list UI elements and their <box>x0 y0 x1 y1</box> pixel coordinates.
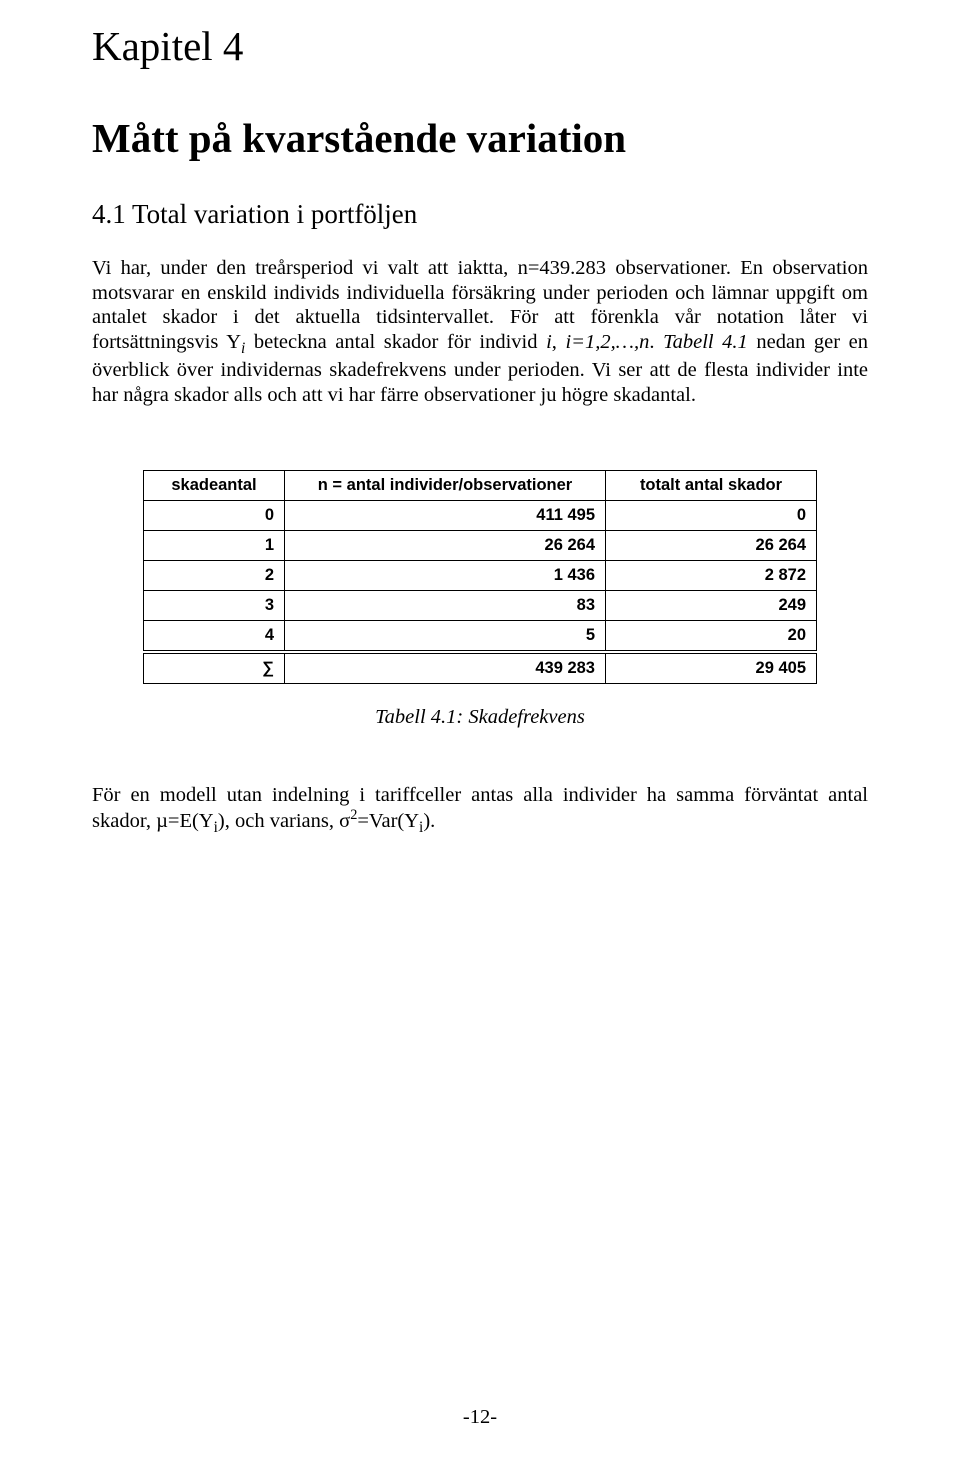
table-cell: 20 <box>606 620 817 652</box>
table-cell: 411 495 <box>285 500 606 530</box>
page-number: -12- <box>0 1406 960 1429</box>
table-cell: 29 405 <box>606 652 817 684</box>
table-cell: 5 <box>285 620 606 652</box>
table-row: 0 411 495 0 <box>144 500 817 530</box>
body-text: beteckna antal skador för individ <box>245 331 546 353</box>
table-header: totalt antal skador <box>606 470 817 500</box>
italic-tabell: Tabell 4.1 <box>663 331 748 353</box>
table-header: n = antal individer/observationer <box>285 470 606 500</box>
table-cell: 0 <box>606 500 817 530</box>
table-caption: Tabell 4.1: Skadefrekvens <box>92 706 868 729</box>
table-cell: 2 <box>144 560 285 590</box>
table-sum-row: ∑ 439 283 29 405 <box>144 652 817 684</box>
section-heading: 4.1 Total variation i portföljen <box>92 198 868 232</box>
body-text: ), och varians, σ <box>218 810 350 832</box>
table-row: 1 26 264 26 264 <box>144 530 817 560</box>
table-cell: 439 283 <box>285 652 606 684</box>
table-row: 4 5 20 <box>144 620 817 652</box>
body-paragraph-1: Vi har, under den treårsperiod vi valt a… <box>92 256 868 408</box>
body-text: För en modell utan indelning i tariffcel… <box>92 784 868 832</box>
body-text: . <box>649 331 663 353</box>
body-text: =Var(Y <box>357 810 419 832</box>
table-cell: 0 <box>144 500 285 530</box>
table-cell: 249 <box>606 590 817 620</box>
body-text: , <box>552 331 566 353</box>
page-title: Mått på kvarstående variation <box>92 115 868 162</box>
frequency-table: skadeantal n = antal individer/observati… <box>143 470 817 684</box>
table-cell: 26 264 <box>606 530 817 560</box>
table-cell: 2 872 <box>606 560 817 590</box>
table-row: 3 83 249 <box>144 590 817 620</box>
table-cell: 1 436 <box>285 560 606 590</box>
table-header: skadeantal <box>144 470 285 500</box>
document-page: Kapitel 4 Mått på kvarstående variation … <box>0 0 960 1459</box>
table-cell: 83 <box>285 590 606 620</box>
italic-range: i=1,2,…,n <box>565 331 649 353</box>
table-cell: 3 <box>144 590 285 620</box>
table-cell: 26 264 <box>285 530 606 560</box>
chapter-label: Kapitel 4 <box>92 22 868 71</box>
table-header-row: skadeantal n = antal individer/observati… <box>144 470 817 500</box>
body-paragraph-2: För en modell utan indelning i tariffcel… <box>92 783 868 838</box>
table-cell: ∑ <box>144 652 285 684</box>
body-text: ). <box>423 810 435 832</box>
table-cell: 4 <box>144 620 285 652</box>
table-cell: 1 <box>144 530 285 560</box>
table-row: 2 1 436 2 872 <box>144 560 817 590</box>
